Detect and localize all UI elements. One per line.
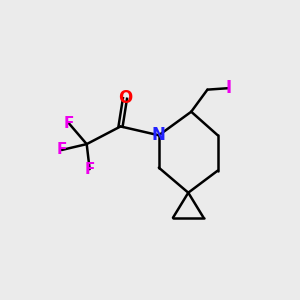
Text: O: O (118, 89, 132, 107)
Text: F: F (56, 142, 67, 158)
Text: N: N (152, 126, 166, 144)
Text: F: F (64, 116, 74, 131)
Text: I: I (226, 79, 232, 97)
Text: F: F (85, 162, 95, 177)
